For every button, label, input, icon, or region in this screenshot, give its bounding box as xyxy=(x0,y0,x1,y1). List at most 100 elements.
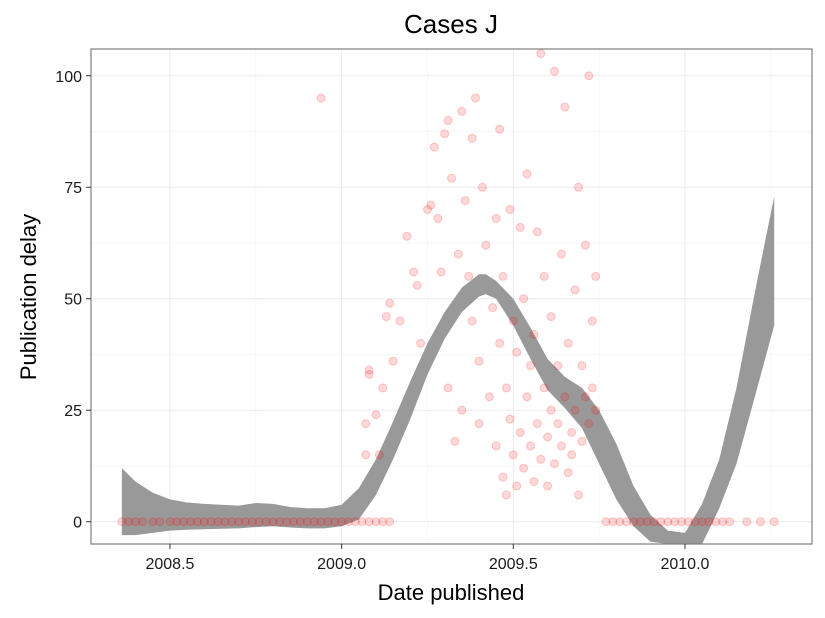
data-point xyxy=(220,517,230,527)
data-point xyxy=(337,517,347,527)
data-point xyxy=(227,517,237,527)
data-point xyxy=(515,428,525,437)
data-point xyxy=(532,419,542,429)
data-point xyxy=(577,436,587,446)
data-point xyxy=(471,93,480,103)
data-point xyxy=(443,383,453,393)
data-point xyxy=(725,517,735,527)
data-point xyxy=(330,517,340,527)
data-point xyxy=(546,312,556,322)
data-point xyxy=(395,316,405,326)
data-point xyxy=(491,214,501,223)
data-point xyxy=(364,365,374,375)
data-point xyxy=(522,392,532,402)
data-point xyxy=(495,124,505,134)
data-point xyxy=(385,298,395,308)
data-point xyxy=(501,383,511,393)
data-point xyxy=(515,222,525,232)
data-point xyxy=(213,517,223,527)
data-point xyxy=(234,517,244,527)
data-point xyxy=(165,517,175,527)
data-point xyxy=(443,115,453,125)
data-point xyxy=(138,517,147,527)
data-point xyxy=(608,517,618,527)
data-point xyxy=(543,432,553,442)
data-point xyxy=(704,517,714,527)
data-point xyxy=(550,66,559,76)
data-point xyxy=(574,182,583,192)
data-point xyxy=(536,454,546,464)
data-point xyxy=(488,303,498,313)
data-point xyxy=(481,240,491,250)
data-point xyxy=(412,280,422,290)
data-point xyxy=(416,338,426,348)
data-point xyxy=(498,271,508,281)
data-point xyxy=(179,517,189,527)
data-point xyxy=(756,517,765,527)
data-point xyxy=(505,414,515,424)
data-point xyxy=(316,93,326,103)
data-point xyxy=(556,441,566,451)
data-point xyxy=(501,490,511,500)
data-point xyxy=(364,517,374,527)
data-point xyxy=(526,361,535,371)
data-point xyxy=(361,419,371,429)
data-point xyxy=(570,285,580,295)
data-point xyxy=(302,517,312,527)
data-point xyxy=(316,517,326,527)
data-point xyxy=(519,463,529,473)
data-point xyxy=(498,472,508,482)
data-point xyxy=(553,361,563,371)
data-point xyxy=(601,517,611,527)
x-axis-title: Date published xyxy=(378,580,525,605)
data-point xyxy=(275,517,285,527)
data-point xyxy=(309,517,319,527)
data-point xyxy=(649,517,659,527)
data-point xyxy=(378,383,388,393)
data-point xyxy=(711,517,721,527)
data-point xyxy=(539,271,549,281)
data-point xyxy=(172,517,182,527)
data-point xyxy=(206,517,216,527)
data-point xyxy=(560,102,570,112)
data-point xyxy=(247,517,257,527)
data-point xyxy=(519,294,529,304)
data-point xyxy=(289,517,299,527)
data-point xyxy=(374,450,384,460)
data-point xyxy=(580,240,590,250)
data-point xyxy=(563,468,573,478)
data-point xyxy=(148,517,158,527)
data-point xyxy=(629,517,638,527)
data-point xyxy=(591,405,601,415)
data-point xyxy=(615,517,625,527)
data-point xyxy=(282,517,292,527)
data-point xyxy=(635,517,645,527)
data-point xyxy=(484,392,494,402)
data-point xyxy=(433,214,443,223)
x-tick-label: 2008.5 xyxy=(145,556,194,573)
data-point xyxy=(526,441,535,451)
data-point xyxy=(491,441,501,451)
x-tick-label: 2009.0 xyxy=(317,556,366,573)
data-point xyxy=(742,517,752,527)
data-point xyxy=(584,71,594,81)
data-point xyxy=(539,383,549,393)
data-point xyxy=(474,356,484,366)
data-point xyxy=(426,200,436,210)
smooth-band-layer xyxy=(121,196,775,544)
data-point xyxy=(199,517,209,527)
y-axis-title: Publication delay xyxy=(16,214,41,380)
data-point xyxy=(464,271,474,281)
data-point xyxy=(550,459,559,469)
x-tick-label: 2010.0 xyxy=(660,556,709,573)
data-point xyxy=(697,517,707,527)
data-point xyxy=(718,517,728,527)
data-point xyxy=(656,517,666,527)
data-point xyxy=(508,316,518,326)
data-point xyxy=(495,338,505,348)
data-point xyxy=(546,405,556,415)
data-point xyxy=(474,419,484,429)
data-point xyxy=(587,316,597,326)
y-tick-label: 50 xyxy=(64,292,82,309)
